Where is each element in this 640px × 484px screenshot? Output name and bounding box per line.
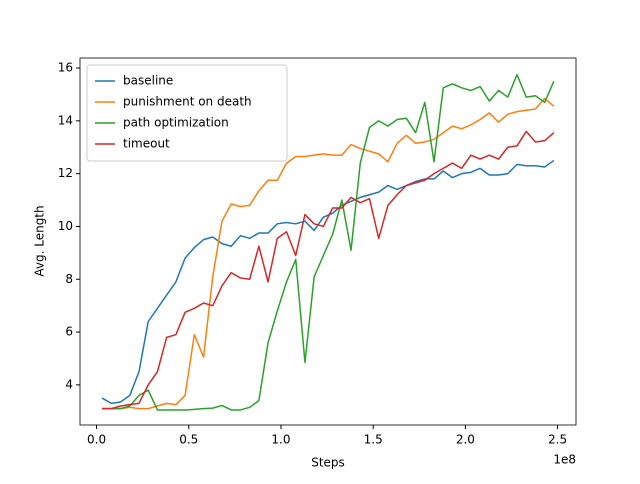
x-tick-label: 0.5 — [179, 433, 198, 447]
series-line — [101, 159, 555, 405]
y-tick-label: 6 — [65, 325, 73, 339]
x-offset-label: 1e8 — [553, 453, 576, 467]
y-tick-label: 8 — [65, 272, 73, 286]
plot-frame — [79, 57, 577, 426]
y-tick-label: 16 — [58, 61, 73, 75]
x-axis-label: Steps — [311, 456, 345, 470]
x-tick-label: 2.0 — [456, 433, 475, 447]
x-tick-label: 2.5 — [548, 433, 567, 447]
y-tick-label: 10 — [58, 219, 73, 233]
series-line — [102, 97, 555, 410]
x-tick-label: 1.0 — [271, 433, 290, 447]
legend-label: baseline — [123, 74, 173, 88]
legend-label: punishment on death — [123, 95, 252, 109]
legend-box — [86, 64, 288, 162]
legend: baseline punishment on death path optimiza… — [86, 64, 288, 162]
series-line — [102, 73, 555, 411]
y-axis-label: Avg. Length — [33, 205, 47, 276]
x-tick-label: 0.0 — [87, 433, 106, 447]
legend-label: timeout — [123, 137, 170, 151]
legend-label: path optimization — [123, 116, 229, 130]
x-tick-label: 1.5 — [364, 433, 383, 447]
y-tick-label: 14 — [58, 113, 73, 127]
y-tick-label: 12 — [58, 166, 73, 180]
y-tick-label: 4 — [65, 377, 73, 391]
series-line — [102, 130, 555, 410]
